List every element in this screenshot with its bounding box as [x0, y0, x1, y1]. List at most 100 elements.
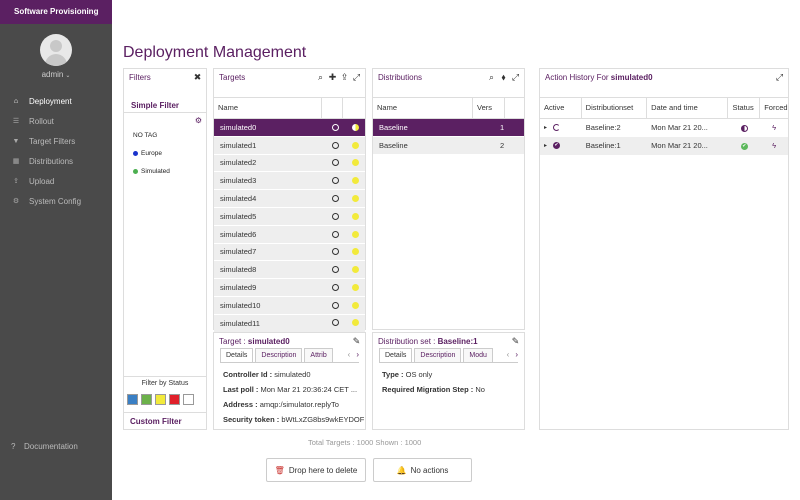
table-row[interactable]: Baseline 2	[373, 136, 524, 155]
upload-icon: ⇪	[13, 178, 19, 185]
chevron-left-icon[interactable]: ‹	[347, 350, 351, 359]
filters-panel: Filters ✖ Simple Filter ⚙ NO TAG Europe …	[123, 68, 207, 430]
table-row[interactable]: simulated4	[214, 190, 365, 208]
tab-modules[interactable]: Modu	[463, 348, 493, 362]
detail-field: Type : OS only	[382, 370, 433, 379]
tab-attributes[interactable]: Attrib	[304, 348, 333, 362]
nav-item-system-config[interactable]: ⚙ System Config	[0, 192, 112, 212]
table-row[interactable]: Baseline 1	[373, 119, 524, 137]
col-version[interactable]: Vers	[473, 98, 505, 118]
col-active[interactable]: Active	[540, 98, 582, 118]
table-row[interactable]: simulated9	[214, 279, 365, 297]
add-icon[interactable]: ✚	[328, 72, 337, 82]
status-filter-label: Filter by Status	[141, 380, 189, 387]
question-icon: ?	[11, 442, 16, 451]
status-swatch-red[interactable]	[169, 394, 180, 405]
trash-icon: 🗑	[274, 465, 285, 475]
table-row[interactable]: simulated10	[214, 296, 365, 315]
status-unknown-icon	[351, 266, 359, 274]
chevron-left-icon[interactable]: ‹	[506, 350, 510, 359]
tag-icon[interactable]: ⬧	[501, 72, 506, 82]
status-swatch-blue[interactable]	[127, 394, 138, 405]
status-swatch-white[interactable]	[183, 394, 194, 405]
edit-icon[interactable]: ✎	[352, 336, 361, 346]
table-row[interactable]: simulated7	[214, 243, 365, 262]
status-unknown-icon	[351, 248, 359, 256]
col-forced[interactable]: Forced	[764, 103, 788, 112]
distributions-table-header: Name Vers	[373, 97, 524, 119]
nav-item-target-filters[interactable]: ▼ Target Filters	[0, 132, 112, 152]
documentation-link[interactable]: ? Documentation	[11, 442, 78, 451]
tab-description[interactable]: Description	[255, 348, 303, 362]
nav-item-rollout[interactable]: ☰ Rollout	[0, 112, 112, 132]
targets-panel: Targets ⌕ ✚ ⇪ ⤢ Name simulated0 simulated1 si…	[213, 68, 366, 333]
tag-no-tag[interactable]: NO TAG	[133, 132, 158, 139]
close-icon[interactable]: ✖	[193, 72, 202, 82]
chevron-right-icon[interactable]: ›	[515, 350, 518, 359]
table-row[interactable]: simulated3	[214, 172, 365, 191]
distribution-detail-panel: Distribution set : Baseline:1 ✎ Details …	[372, 332, 525, 430]
clock-icon	[331, 266, 339, 274]
nav-item-deployment[interactable]: ⌂ Deployment	[0, 92, 112, 112]
clock-icon	[331, 230, 339, 238]
nav-item-distributions[interactable]: ▦ Distributions	[0, 152, 112, 172]
clock-icon	[331, 159, 339, 167]
table-row[interactable]: simulated5	[214, 207, 365, 226]
chevron-right-icon[interactable]: ›	[356, 350, 359, 359]
table-row[interactable]: simulated0	[214, 119, 365, 137]
distributions-table-body: Baseline 1 Baseline 2	[373, 119, 524, 155]
col-status[interactable]: Status	[728, 98, 761, 118]
gear-icon[interactable]: ⚙	[194, 116, 202, 125]
targets-table-body: simulated0 simulated1 simulated2 simulated3…	[214, 119, 365, 333]
expand-row-icon[interactable]: ▸	[544, 125, 548, 132]
table-row[interactable]: ▸ ✔ Baseline:1 Mon Mar 21 20... ✔ ϟ	[540, 136, 788, 155]
col-date[interactable]: Date and time	[647, 98, 729, 118]
clock-icon	[331, 212, 339, 220]
status-unknown-icon	[351, 141, 359, 149]
avatar[interactable]	[40, 34, 72, 66]
table-row[interactable]: simulated6	[214, 225, 365, 244]
table-row[interactable]: ▸ Baseline:2 Mon Mar 21 20... ϟ	[540, 119, 788, 137]
target-detail-panel: Target : simulated0 ✎ Details Descriptio…	[213, 332, 366, 430]
custom-filter-tab[interactable]: Custom Filter	[124, 412, 206, 430]
col-name[interactable]: Name	[373, 98, 473, 118]
col-name[interactable]: Name	[214, 98, 322, 118]
actions-button[interactable]: 🔔 No actions	[373, 458, 472, 482]
table-row[interactable]: simulated1	[214, 136, 365, 155]
target-detail-title: Target : simulated0	[219, 337, 290, 346]
forced-icon: ϟ	[772, 141, 777, 151]
clock-icon	[331, 283, 339, 291]
table-row[interactable]: simulated8	[214, 261, 365, 280]
filter-icon: ▼	[12, 138, 20, 145]
tag-europe[interactable]: Europe	[133, 150, 162, 157]
tab-description[interactable]: Description	[414, 348, 462, 362]
table-row[interactable]: simulated11	[214, 314, 365, 333]
expand-icon[interactable]: ⤢	[775, 72, 784, 82]
search-icon[interactable]: ⌕	[317, 72, 324, 82]
upload-icon[interactable]: ⇪	[340, 72, 349, 82]
total-targets: Total Targets : 1000 Shown : 1000	[308, 438, 422, 447]
col-distributionset[interactable]: Distributionset	[582, 98, 648, 118]
status-swatch-green[interactable]	[141, 394, 152, 405]
expand-row-icon[interactable]: ▸	[544, 143, 548, 150]
detail-field: Address : amqp:/simulator.replyTo	[223, 400, 339, 409]
search-icon[interactable]: ⌕	[488, 72, 495, 82]
table-row[interactable]: simulated2	[214, 154, 365, 173]
expand-icon[interactable]: ⤢	[511, 72, 520, 82]
simple-filter-tab[interactable]: Simple Filter	[131, 101, 180, 110]
tab-details[interactable]: Details	[220, 348, 254, 362]
chevron-down-icon: ⌄	[65, 73, 71, 79]
status-unknown-icon	[351, 212, 359, 220]
distributions-title: Distributions	[378, 73, 423, 82]
nav-item-upload[interactable]: ⇪ Upload	[0, 172, 112, 192]
forced-icon: ϟ	[772, 123, 777, 133]
edit-icon[interactable]: ✎	[511, 336, 520, 346]
action-history-title: Action History For simulated0	[545, 73, 653, 82]
status-swatch-yellow[interactable]	[155, 394, 166, 405]
tab-details[interactable]: Details	[379, 348, 413, 362]
sidebar: Software Provisioning admin ⌄ ⌂ Deployment…	[0, 0, 112, 500]
user-menu[interactable]: admin ⌄	[0, 70, 112, 79]
expand-icon[interactable]: ⤢	[352, 72, 361, 82]
tag-simulated[interactable]: Simulated	[133, 168, 170, 175]
drop-delete-button[interactable]: 🗑 Drop here to delete	[266, 458, 366, 482]
